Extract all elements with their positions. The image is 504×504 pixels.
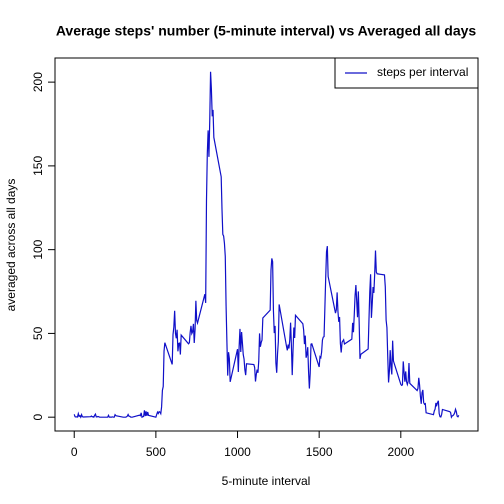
data-line <box>73 71 460 419</box>
y-tick-label: 0 <box>31 414 45 421</box>
legend-label: steps per interval <box>377 65 468 79</box>
y-tick-label: 50 <box>31 326 45 340</box>
x-tick-label: 1000 <box>224 445 251 459</box>
y-axis-label: averaged across all days <box>4 179 18 312</box>
y-tick-label: 150 <box>31 156 45 176</box>
chart-title: Average steps' number (5-minute interval… <box>56 23 477 39</box>
y-tick-label: 100 <box>31 239 45 259</box>
x-tick-label: 1500 <box>306 445 333 459</box>
x-axis-label: 5-minute interval <box>222 474 311 488</box>
y-tick-label: 200 <box>31 72 45 92</box>
x-tick-label: 500 <box>146 445 166 459</box>
x-tick-label: 0 <box>71 445 78 459</box>
x-tick-label: 2000 <box>387 445 414 459</box>
